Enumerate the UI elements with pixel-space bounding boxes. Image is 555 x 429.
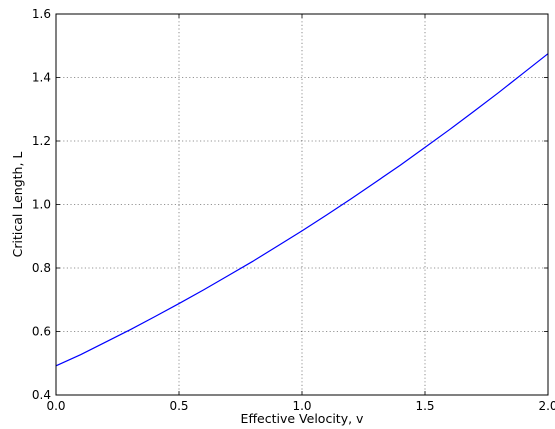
ticks	[55, 13, 549, 396]
y-tick-label: 0.4	[32, 388, 51, 402]
y-axis-label: Critical Length, L	[10, 152, 25, 258]
y-tick-label: 1.0	[32, 198, 51, 212]
y-tick-label: 0.8	[32, 261, 51, 275]
series-layer	[55, 53, 549, 367]
tick-labels: 0.0 0.5 1.0 1.5 2.0 0.4 0.6 0.8 1.0 1.2 1.4 1.6	[32, 7, 555, 413]
series-line	[55, 53, 549, 367]
x-axis-label: Effective Velocity, v	[241, 411, 364, 426]
x-tick-label: 2.0	[538, 399, 555, 413]
y-tick-label: 1.2	[32, 134, 51, 148]
y-tick-label: 1.4	[32, 71, 51, 85]
x-tick-label: 1.5	[415, 399, 434, 413]
x-tick-label: 0.0	[46, 399, 65, 413]
y-tick-label: 1.6	[32, 7, 51, 21]
x-tick-label: 0.5	[169, 399, 188, 413]
y-tick-label: 0.6	[32, 325, 51, 339]
grid	[56, 14, 548, 395]
x-tick-label: 1.0	[292, 399, 311, 413]
